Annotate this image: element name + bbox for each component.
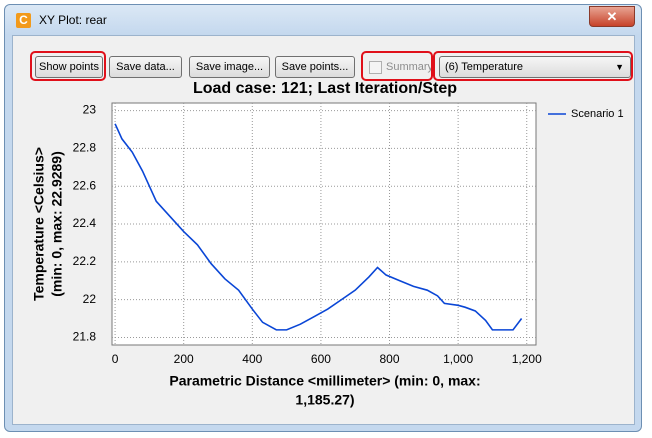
y-tick-label: 22 <box>83 292 97 306</box>
app-icon: C <box>16 13 31 28</box>
dropdown-text: (6) Temperature <box>445 61 524 73</box>
y-axis-label: Temperature <Celsius> <box>31 147 47 301</box>
show-points-button[interactable]: Show points <box>35 56 103 78</box>
plot-area <box>111 102 537 346</box>
summary-checkbox[interactable]: Summary <box>369 57 433 77</box>
highlight <box>361 51 433 81</box>
save-points-button[interactable]: Save points... <box>275 56 355 78</box>
close-button[interactable]: ✕ <box>589 6 635 27</box>
x-axis-label: Parametric Distance <millimeter> (min: 0… <box>169 373 480 389</box>
y-axis-label: (min: 0, max: 22.9289) <box>49 151 65 297</box>
highlight <box>30 51 106 81</box>
window-title: XY Plot: rear <box>39 13 107 27</box>
y-tick-label: 21.8 <box>73 330 97 344</box>
x-tick-label: 1,000 <box>443 352 473 366</box>
title-bar: C XY Plot: rear ✕ <box>5 5 641 35</box>
highlight <box>433 51 633 81</box>
save-data-button[interactable]: Save data... <box>109 56 182 78</box>
x-tick-label: 400 <box>242 352 262 366</box>
y-tick-label: 22.6 <box>73 178 97 192</box>
summary-label: Summary <box>386 61 434 73</box>
x-tick-label: 1,200 <box>512 352 542 366</box>
y-tick-label: 22.4 <box>73 216 97 230</box>
y-tick-label: 22.2 <box>73 254 97 268</box>
x-axis-label: 1,185.27) <box>295 392 354 408</box>
y-tick-label: 22.8 <box>73 141 97 155</box>
quantity-dropdown[interactable]: (6) Temperature ▼ <box>439 56 631 78</box>
x-tick-label: 800 <box>380 352 400 366</box>
save-image-button[interactable]: Save image... <box>189 56 270 78</box>
x-tick-label: 0 <box>112 352 119 366</box>
series-line <box>114 123 523 331</box>
y-tick-label: 23 <box>83 103 97 117</box>
legend-label: Scenario 1 <box>571 108 624 120</box>
x-tick-label: 600 <box>311 352 331 366</box>
chart-title: Load case: 121; Last Iteration/Step <box>193 80 457 97</box>
x-tick-label: 200 <box>174 352 194 366</box>
